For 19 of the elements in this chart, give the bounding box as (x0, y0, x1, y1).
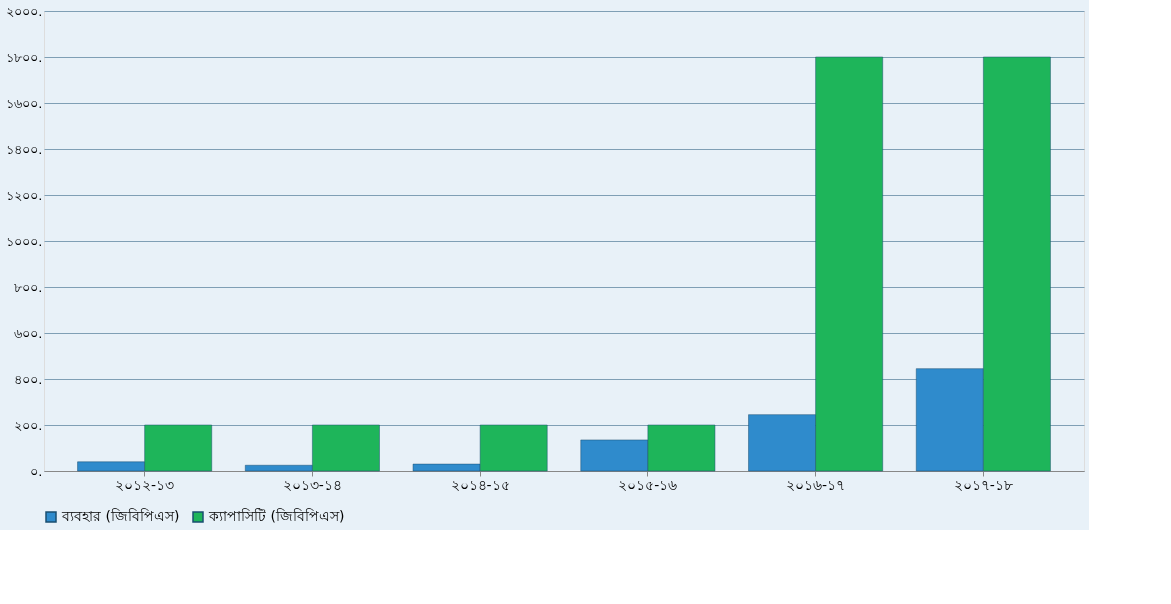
y-tick-label: ০. (30, 463, 43, 479)
legend-label: ক্যাপাসিটি (জিবিপিএস) (208, 508, 345, 524)
y-tick-label: ৬০০. (14, 325, 43, 341)
y-tick-label: ১০০০. (6, 233, 43, 249)
y-tick-label: ১৮০০. (6, 49, 43, 65)
y-tick-label: ১৪০০. (6, 141, 43, 157)
y-tick-label: ২০০. (14, 417, 43, 433)
y-tick-label: ২০০০. (6, 3, 43, 19)
y-tick-label: ১৬০০. (6, 95, 43, 111)
x-tick-label: ২০১৭-১৮ (953, 476, 1013, 493)
x-tick-label: ২০১৫-১৬ (618, 476, 678, 493)
y-tick-label: ৮০০. (14, 279, 43, 295)
x-tick-label: ২০১২-১৩ (115, 476, 175, 493)
y-tick-label: ৪০০. (14, 371, 43, 387)
x-tick-label: ২০১৪-১৫ (450, 476, 510, 493)
y-tick-label: ১২০০. (6, 187, 43, 203)
legend-label: ব্যবহার (জিবিপিএস) (61, 508, 180, 524)
x-tick-label: ২০১৬-১৭ (786, 476, 846, 493)
x-tick-label: ২০১৩-১৪ (282, 476, 342, 493)
